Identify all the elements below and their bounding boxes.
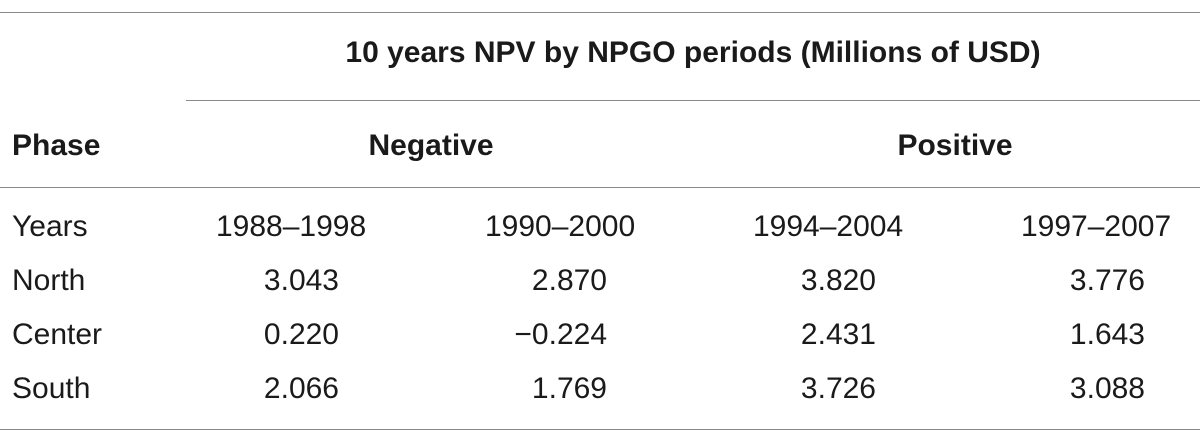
phase-column-header: Phase — [12, 129, 101, 162]
spanning-header-rule — [186, 100, 1200, 101]
south-value-1: 2.066 — [263, 372, 339, 405]
table-top-rule — [0, 12, 1200, 13]
years-cell-1: 1988–1998 — [216, 210, 367, 243]
row-label-south: South — [12, 372, 91, 405]
south-value-2: 1.769 — [531, 372, 607, 405]
years-cell-2: 1990–2000 — [485, 210, 636, 243]
spanning-header: 10 years NPV by NPGO periods (Millions o… — [345, 36, 1041, 69]
center-value-4: 1.643 — [1069, 318, 1145, 351]
group-header-negative: Negative — [368, 129, 494, 162]
row-label-years: Years — [12, 210, 88, 243]
years-cell-3: 1994–2004 — [753, 210, 904, 243]
north-value-4: 3.776 — [1069, 264, 1145, 297]
table-bottom-rule — [0, 429, 1200, 430]
south-value-4: 3.088 — [1069, 372, 1145, 405]
south-value-3: 3.726 — [800, 372, 876, 405]
row-label-center: Center — [12, 318, 103, 351]
header-bottom-rule — [0, 187, 1200, 188]
center-value-2: −0.224 — [514, 318, 607, 351]
center-value-1: 0.220 — [263, 318, 339, 351]
north-value-1: 3.043 — [263, 264, 339, 297]
center-value-3: 2.431 — [800, 318, 876, 351]
north-value-3: 3.820 — [800, 264, 876, 297]
row-label-north: North — [12, 264, 86, 297]
north-value-2: 2.870 — [531, 264, 607, 297]
group-header-positive: Positive — [897, 129, 1013, 162]
years-cell-4: 1997–2007 — [1021, 210, 1172, 243]
